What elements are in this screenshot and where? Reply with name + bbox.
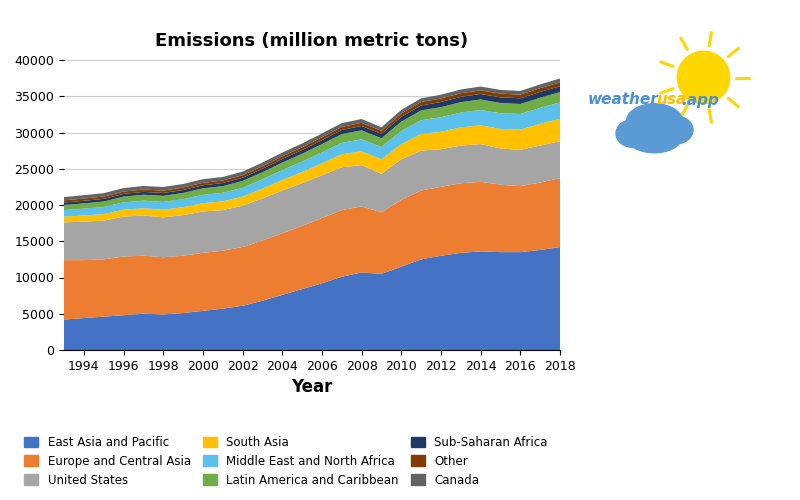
Text: usa: usa	[656, 92, 686, 108]
Ellipse shape	[658, 116, 693, 144]
Title: Emissions (million metric tons): Emissions (million metric tons)	[155, 32, 469, 50]
Text: weather: weather	[588, 92, 658, 108]
Text: .app: .app	[682, 92, 719, 108]
Legend: East Asia and Pacific, Europe and Central Asia, United States, South Asia, Middl: East Asia and Pacific, Europe and Centra…	[19, 431, 552, 492]
Ellipse shape	[628, 124, 681, 153]
X-axis label: Year: Year	[291, 378, 333, 396]
Circle shape	[678, 52, 730, 104]
Ellipse shape	[616, 120, 651, 148]
Ellipse shape	[626, 104, 682, 138]
